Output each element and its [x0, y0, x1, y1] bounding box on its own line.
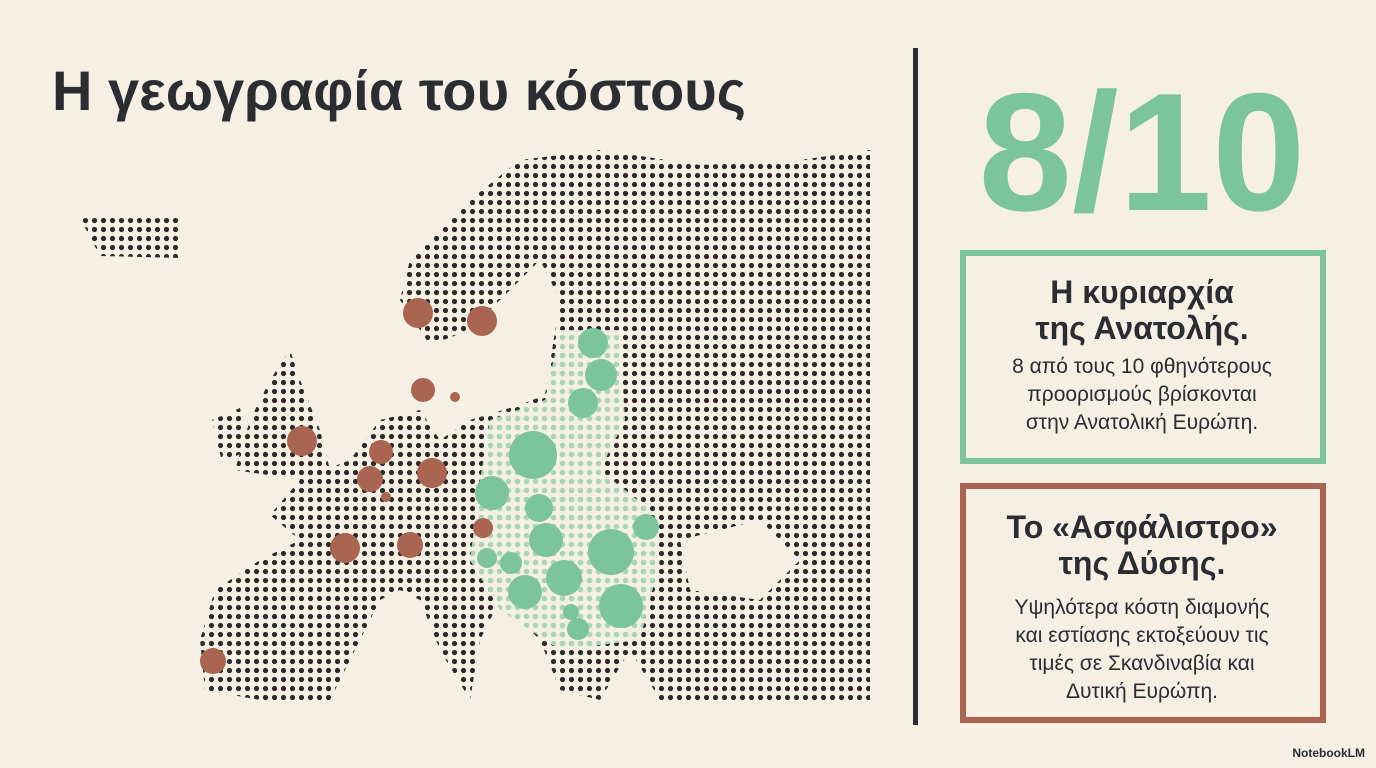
card-body: στην Ανατολική Ευρώπη. [1026, 411, 1258, 434]
card-title: Η κυριαρχία [1050, 274, 1234, 310]
card-body: προορισμούς βρίσκονται [1027, 383, 1257, 406]
brand: NotebookLM [1292, 746, 1365, 760]
card-title: της Ανατολής. [1035, 310, 1248, 346]
stat: 8/10 [979, 58, 1306, 246]
card-body: Υψηλότερα κόστη διαμονής [1014, 596, 1269, 619]
card-east [960, 250, 1326, 464]
divider [913, 48, 918, 725]
card-body: τιμές σε Σκανδιναβία και [1029, 652, 1255, 675]
card-title: Το «Ασφάλιστρο» [1007, 509, 1278, 545]
title: Η γεωγραφία του κόστους [52, 59, 746, 122]
card-title: της Δύσης. [1059, 545, 1226, 581]
card-body: και εστίασης εκτοξεύουν τις [1015, 624, 1268, 647]
dot-map [80, 150, 870, 700]
card-body: 8 από τους 10 φθηνότερους [1012, 355, 1272, 378]
card-west [960, 483, 1326, 723]
card-body: Δυτική Ευρώπη. [1066, 680, 1218, 703]
